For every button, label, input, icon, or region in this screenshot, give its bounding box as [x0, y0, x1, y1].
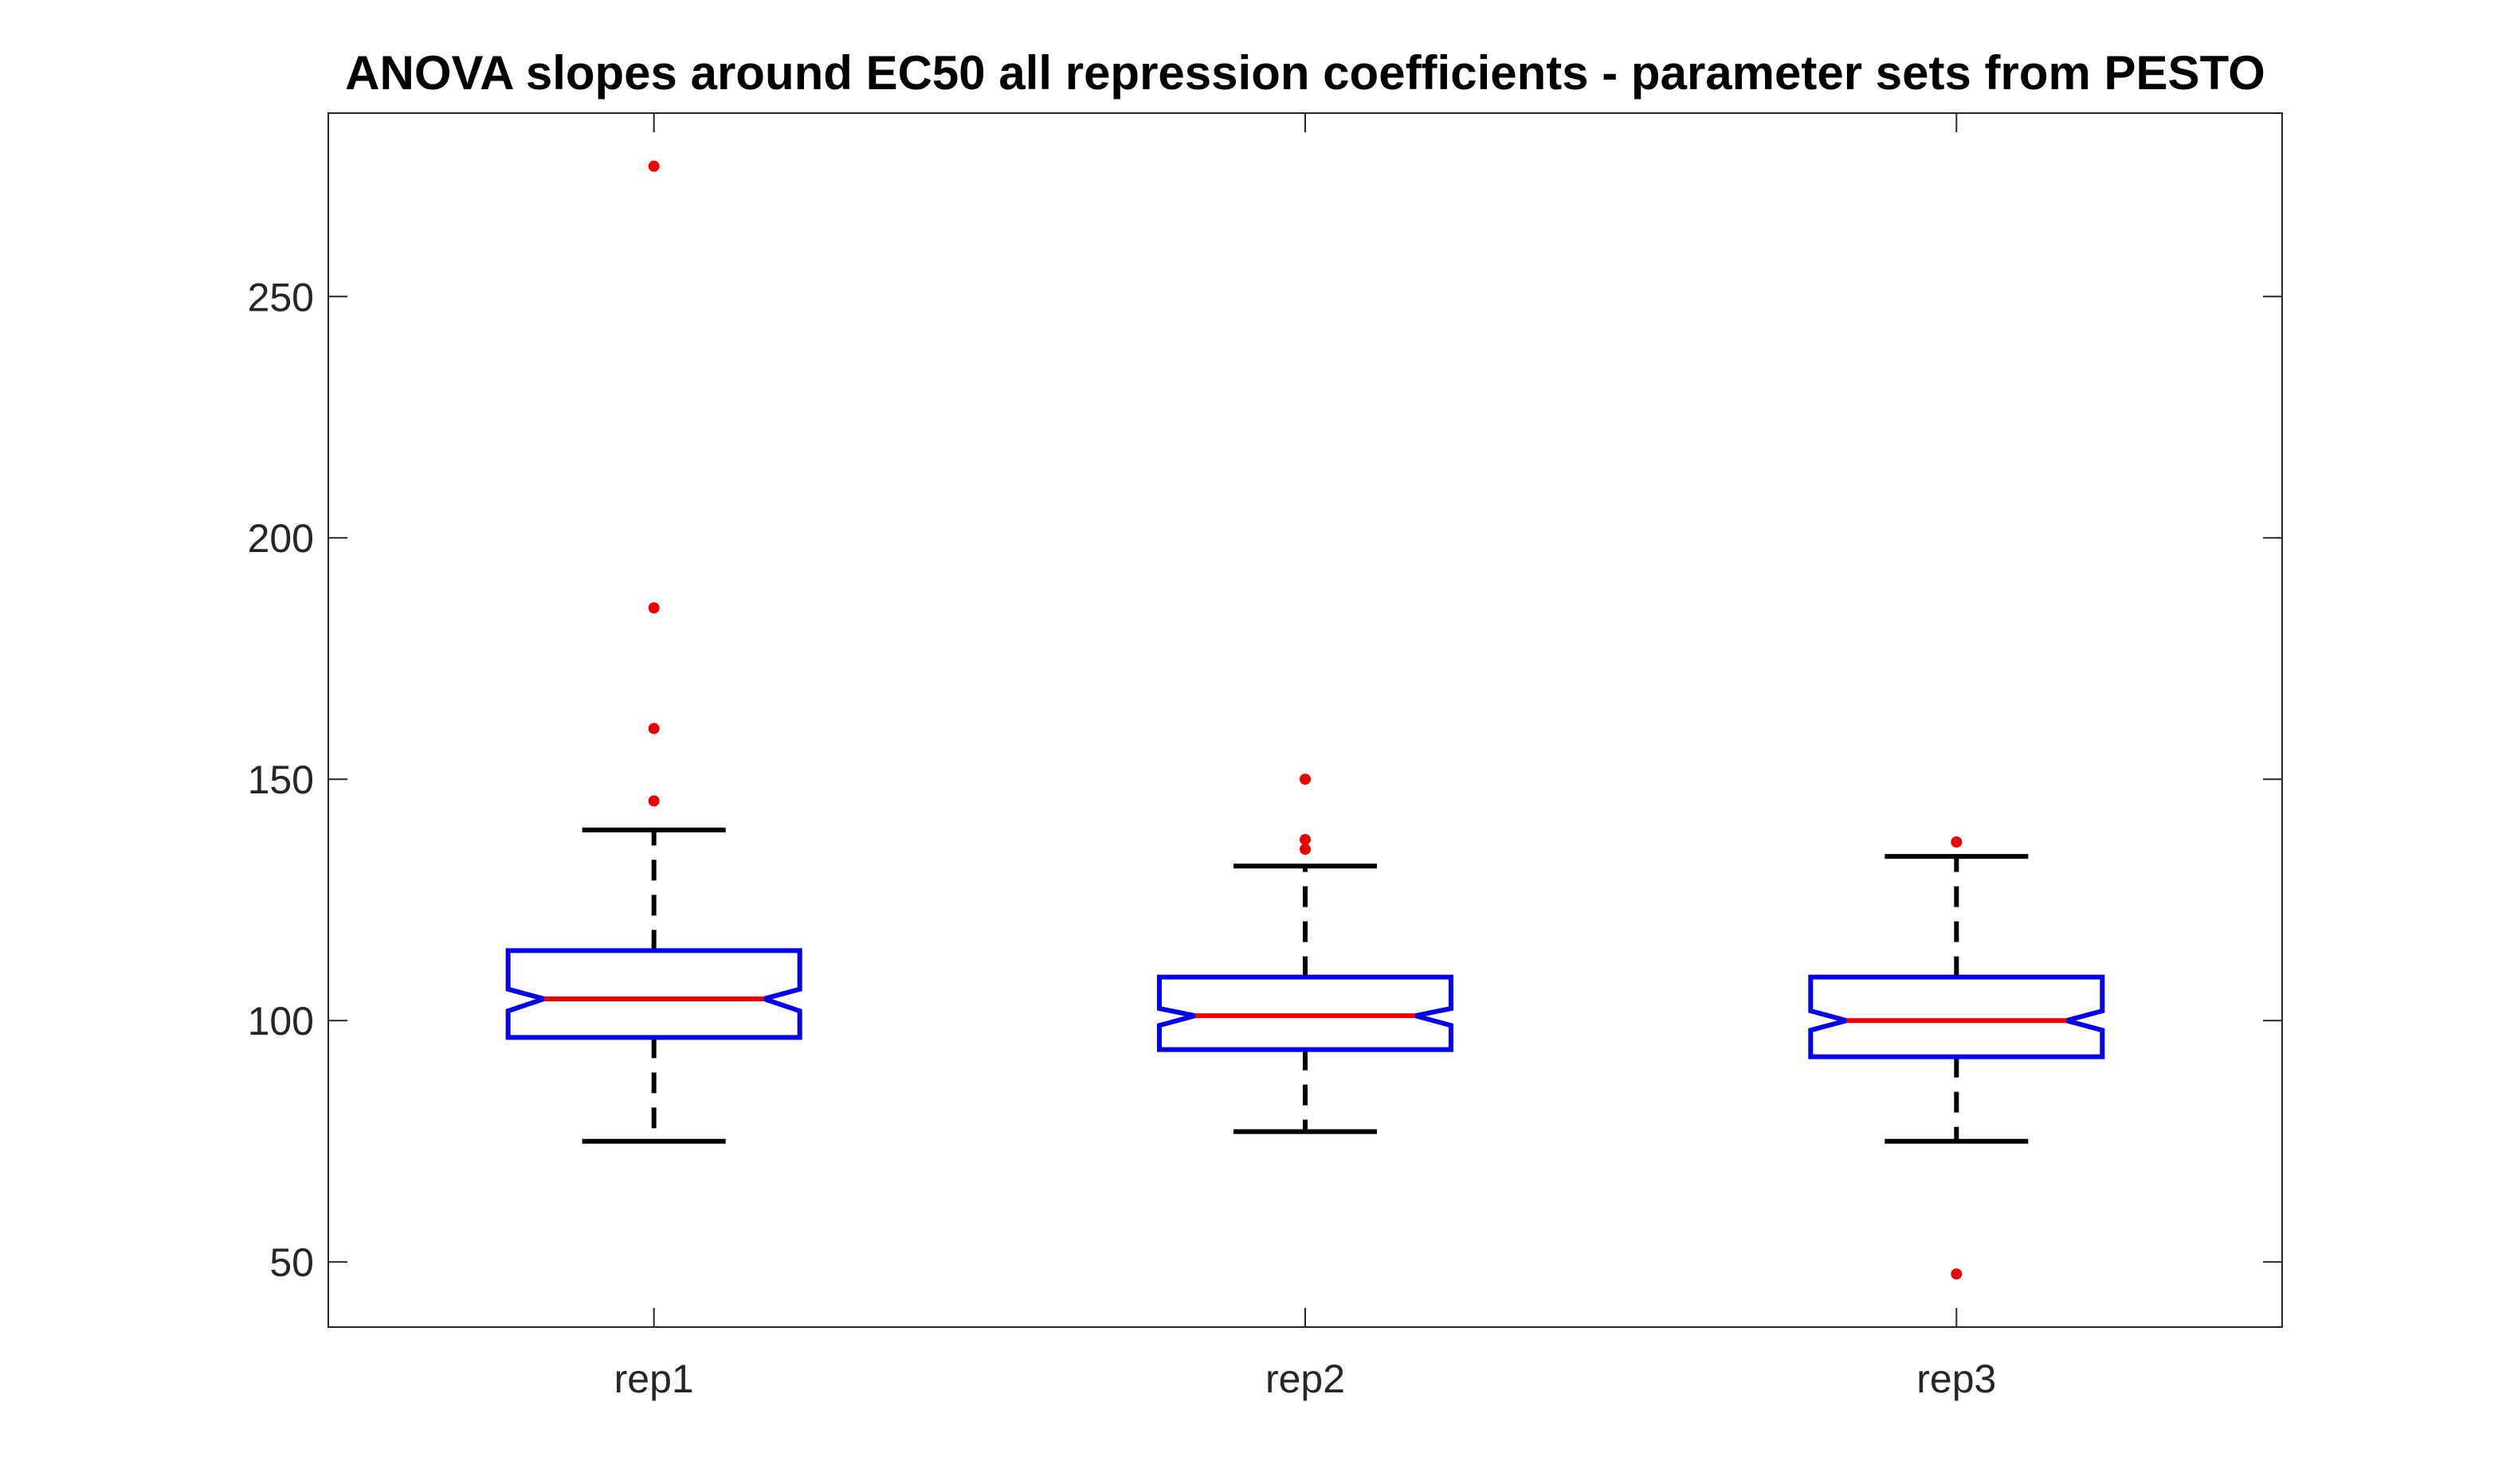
outlier-point	[1300, 773, 1311, 785]
y-tick-label: 250	[248, 275, 314, 319]
outlier-point	[648, 602, 660, 614]
outlier-point	[648, 795, 660, 807]
notched-box	[505, 948, 802, 1040]
outlier-point	[1300, 833, 1311, 845]
outlier-point	[648, 722, 660, 734]
x-tick-label: rep1	[614, 1357, 694, 1401]
box-rep3	[1808, 836, 2105, 1280]
notched-box	[1157, 974, 1453, 1052]
outlier-point	[1951, 1268, 1963, 1280]
y-tick-label: 150	[248, 758, 314, 802]
axes-frame	[327, 112, 2283, 1328]
outlier-point	[1300, 844, 1311, 856]
outlier-point	[648, 160, 660, 172]
box-rep2	[1157, 773, 1453, 1134]
box-rep1	[505, 160, 802, 1144]
x-tick-label: rep2	[1265, 1357, 1345, 1401]
y-tick-label: 50	[269, 1240, 314, 1285]
y-tick-label: 200	[248, 516, 314, 561]
notched-box	[1808, 974, 2105, 1059]
plot-area: 50 100 150 200 250 rep1 rep2 rep3	[248, 112, 2283, 1401]
outlier-point	[1951, 836, 1963, 848]
x-tick-label: rep3	[1916, 1357, 1996, 1401]
y-tick-label: 100	[248, 999, 314, 1043]
chart-title: ANOVA slopes around EC50 all repression …	[345, 46, 2265, 100]
